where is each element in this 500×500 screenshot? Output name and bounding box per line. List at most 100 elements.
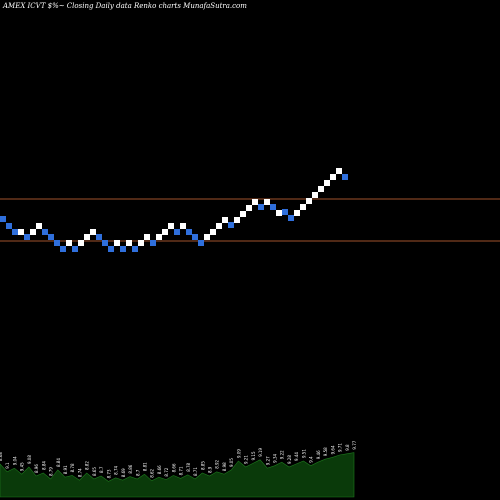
volume-area-shape (0, 452, 355, 498)
renko-brick (330, 174, 336, 180)
renko-brick (306, 198, 312, 204)
volume-labels: 8.689.19.049.459.088.96 8.848.798.848.91 8… (0, 440, 357, 478)
renko-brick (240, 211, 246, 217)
renko-brick (36, 223, 42, 229)
volume-value-label: 9.46 (316, 450, 321, 459)
chart-title: AMEX ICVT $%~ Closing Daily data Renko c… (2, 2, 247, 10)
volume-value-label: 8.9 (208, 466, 213, 473)
volume-value-label: 8.66 (157, 465, 162, 474)
renko-brick (30, 229, 36, 235)
volume-value-label: 9.34 (273, 453, 278, 462)
volume-value-label: 8.72 (164, 467, 169, 476)
renko-bricks (0, 168, 348, 252)
renko-brick (6, 223, 12, 229)
renko-brick (84, 234, 90, 240)
renko-brick (288, 215, 294, 221)
renko-brick (162, 229, 168, 235)
volume-value-label: 8.78 (70, 463, 75, 472)
volume-value-label: 8.92 (215, 459, 220, 468)
volume-value-label: 8.91 (63, 465, 68, 474)
volume-value-label: 9.71 (338, 443, 343, 452)
renko-brick (144, 234, 150, 240)
volume-value-label: 8.71 (179, 466, 184, 475)
volume-value-label: 9.22 (280, 450, 285, 459)
renko-brick (228, 222, 234, 228)
volume-value-label: 9.58 (323, 447, 328, 456)
renko-brick (252, 199, 258, 205)
renko-brick (342, 174, 348, 180)
volume-value-label: 8.7 (135, 469, 140, 476)
volume-value-label: 9.64 (330, 445, 335, 454)
renko-brick (246, 205, 252, 211)
volume-value-label: 8.78 (186, 462, 191, 471)
volume-value-label: 8.7 (99, 466, 104, 473)
renko-brick (150, 240, 156, 246)
volume-value-label: 8.69 (121, 468, 126, 477)
renko-brick (12, 229, 18, 235)
renko-brick (210, 229, 216, 235)
volume-value-label: 8.82 (85, 461, 90, 470)
volume-value-label: 9.28 (287, 455, 292, 464)
renko-brick (216, 223, 222, 229)
renko-brick (48, 234, 54, 240)
renko-brick (234, 217, 240, 223)
volume-value-label: 8.98 (222, 462, 227, 471)
renko-brick (264, 199, 270, 205)
volume-value-label: 8.96 (34, 464, 39, 473)
volume-value-label: 8.85 (200, 461, 205, 470)
volume-value-label: 9.15 (251, 451, 256, 460)
volume-value-label: 8.84 (41, 461, 46, 470)
volume-value-label: 9.21 (244, 455, 249, 464)
renko-brick (66, 240, 72, 246)
renko-brick (324, 180, 330, 186)
volume-value-label: 9.44 (294, 452, 299, 461)
renko-brick (312, 192, 318, 198)
volume-value-label: 8.65 (92, 467, 97, 476)
volume-value-label: 8.79 (49, 467, 54, 476)
volume-value-label: 8.62 (150, 468, 155, 477)
volume-value-label: 8.81 (142, 462, 147, 471)
volume-value-label: 8.71 (193, 467, 198, 476)
renko-brick (24, 234, 30, 240)
renko-brick (294, 210, 300, 216)
renko-brick (156, 234, 162, 240)
renko-brick (336, 168, 342, 174)
volume-value-label: 9.04 (12, 456, 17, 465)
volume-area (0, 452, 355, 498)
volume-value-label: 8.74 (114, 465, 119, 474)
renko-brick (174, 229, 180, 235)
renko-brick (0, 216, 6, 222)
renko-brick (276, 210, 282, 216)
renko-brick (132, 246, 138, 252)
renko-brick (282, 209, 288, 215)
renko-brick (78, 240, 84, 246)
renko-brick (258, 204, 264, 210)
renko-brick (60, 246, 66, 252)
volume-value-label: 9.08 (27, 455, 32, 464)
volume-value-label: 9.77 (352, 440, 357, 449)
volume-value-label: 8.84 (56, 458, 61, 467)
renko-brick (300, 204, 306, 210)
renko-brick (96, 234, 102, 240)
renko-brick (42, 229, 48, 235)
renko-brick (18, 229, 24, 235)
volume-value-label: 9.4 (309, 456, 314, 463)
volume-value-label: 9.8 (345, 444, 350, 451)
volume-value-label: 9.27 (265, 456, 270, 465)
renko-brick (54, 240, 60, 246)
volume-value-label: 9.1 (5, 462, 10, 469)
renko-brick (120, 246, 126, 252)
renko-brick (270, 204, 276, 210)
volume-value-label: 9.19 (258, 447, 263, 456)
volume-value-label: 9.09 (236, 449, 241, 458)
renko-brick (108, 246, 114, 252)
volume-value-label: 8.74 (77, 468, 82, 477)
renko-brick (138, 240, 144, 246)
volume-value-label: 8.66 (171, 463, 176, 472)
renko-brick (192, 234, 198, 240)
volume-value-label: 9.05 (229, 458, 234, 467)
renko-brick (168, 223, 174, 229)
renko-brick (126, 240, 132, 246)
